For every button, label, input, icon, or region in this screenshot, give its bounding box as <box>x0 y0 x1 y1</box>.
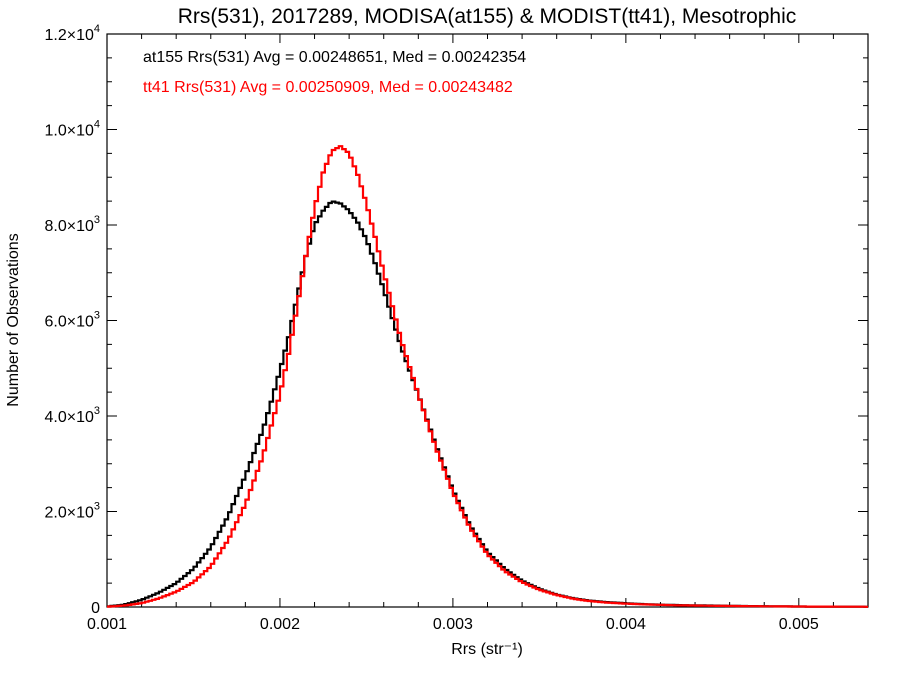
chart-title: Rrs(531), 2017289, MODISA(at155) & MODIS… <box>178 5 797 28</box>
x-axis-label: Rrs (str⁻¹) <box>451 641 523 658</box>
x-tick-label: 0.004 <box>606 616 646 633</box>
y-tick-label: 1.2×104 <box>44 23 100 44</box>
x-tick-label: 0.005 <box>779 616 819 633</box>
y-tick-label: 2.0×103 <box>44 501 100 522</box>
series-tt41-line <box>107 145 868 608</box>
annotation-at155: at155 Rrs(531) Avg = 0.00248651, Med = 0… <box>143 49 526 66</box>
series-at155-line <box>107 200 868 608</box>
axis-ticks: 0.001 0.002 0.003 0.004 0.005 0 2.0×103 4.0×103… <box>44 23 869 633</box>
x-tick-label: 0.002 <box>260 616 300 633</box>
x-tick-label: 0.001 <box>87 616 127 633</box>
y-axis-label: Number of Observations <box>5 233 22 406</box>
y-tick-label: 6.0×103 <box>44 310 100 331</box>
y-tick-label: 1.0×104 <box>44 119 100 140</box>
plot-frame <box>106 33 869 608</box>
y-tick-label: 0 <box>91 600 100 617</box>
y-tick-label: 8.0×103 <box>44 214 100 235</box>
y-tick-label: 4.0×103 <box>44 405 100 426</box>
series-lines <box>107 145 868 608</box>
x-tick-label: 0.003 <box>433 616 473 633</box>
annotation-tt41: tt41 Rrs(531) Avg = 0.00250909, Med = 0.… <box>143 79 513 96</box>
